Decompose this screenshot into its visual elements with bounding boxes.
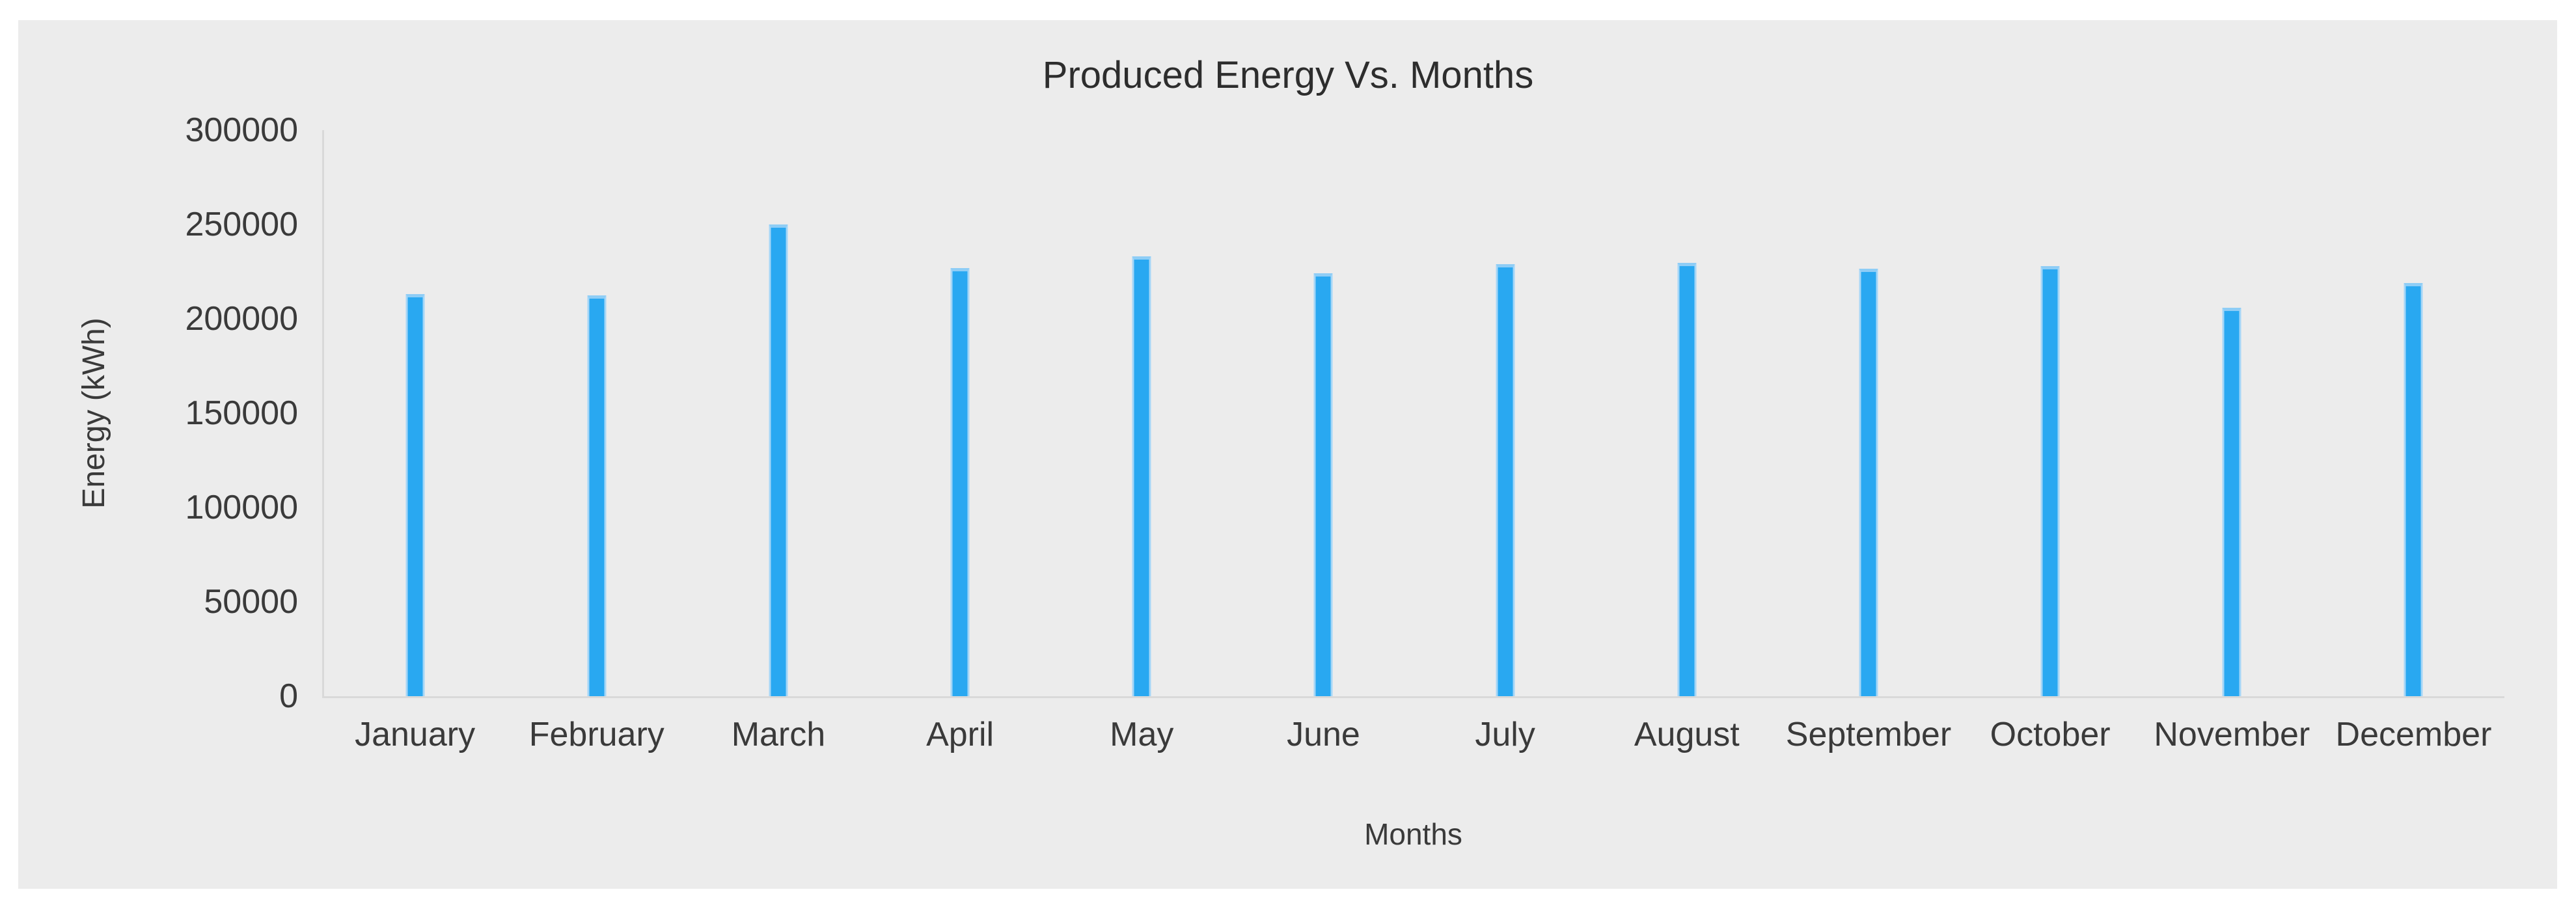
y-axis-line xyxy=(322,130,324,696)
bar-may[interactable] xyxy=(1132,256,1151,696)
x-tick-label-december: December xyxy=(2335,716,2492,753)
bar-april[interactable] xyxy=(950,267,970,696)
x-tick-label-october: October xyxy=(1990,716,2111,753)
x-tick-label-november: November xyxy=(2154,716,2310,753)
y-tick-label-50000: 50000 xyxy=(204,583,298,621)
y-tick-label-250000: 250000 xyxy=(185,206,298,243)
bar-band-may xyxy=(1051,130,1233,696)
bar-june[interactable] xyxy=(1313,273,1333,696)
x-tick-label-july: July xyxy=(1475,716,1535,753)
bar-band-september xyxy=(1777,130,1959,696)
bar-august[interactable] xyxy=(1677,263,1697,696)
bars-area xyxy=(324,130,2504,696)
bar-november[interactable] xyxy=(2222,307,2241,696)
y-tick-label-150000: 150000 xyxy=(185,394,298,432)
bar-band-october xyxy=(1960,130,2141,696)
bar-band-april xyxy=(870,130,1051,696)
x-tick-label-april: April xyxy=(926,716,994,753)
bar-february[interactable] xyxy=(587,295,607,696)
bar-september[interactable] xyxy=(1859,269,1878,696)
bar-band-june xyxy=(1233,130,1414,696)
x-axis-tick-labels: January February March April May June July Augu… xyxy=(324,716,2504,753)
x-tick-label-september: September xyxy=(1785,716,1952,753)
x-tick-label-june: June xyxy=(1287,716,1360,753)
bar-band-february xyxy=(506,130,687,696)
y-tick-label-300000: 300000 xyxy=(185,111,298,149)
bar-band-november xyxy=(2141,130,2323,696)
bar-october[interactable] xyxy=(2040,265,2060,696)
bar-band-january xyxy=(324,130,506,696)
x-tick-label-march: March xyxy=(731,716,826,753)
x-tick-label-january: January xyxy=(355,716,476,753)
x-axis-title: Months xyxy=(1364,817,1462,851)
bar-march[interactable] xyxy=(769,224,788,696)
x-tick-label-may: May xyxy=(1110,716,1174,753)
y-tick-label-200000: 200000 xyxy=(185,300,298,338)
x-tick-label-august: August xyxy=(1634,716,1740,753)
bar-band-july xyxy=(1414,130,1596,696)
x-tick-label-february: February xyxy=(528,716,665,753)
bar-band-december xyxy=(2323,130,2504,696)
bar-band-march xyxy=(687,130,869,696)
y-tick-label-0: 0 xyxy=(279,677,298,715)
bar-december[interactable] xyxy=(2404,282,2423,696)
chart-title: Produced Energy Vs. Months xyxy=(1042,54,1534,96)
y-tick-label-100000: 100000 xyxy=(185,489,298,526)
chart-panel xyxy=(18,20,2557,889)
bar-band-august xyxy=(1596,130,1777,696)
bar-january[interactable] xyxy=(405,294,425,696)
x-axis-baseline xyxy=(322,696,2504,698)
bar-july[interactable] xyxy=(1496,264,1515,696)
